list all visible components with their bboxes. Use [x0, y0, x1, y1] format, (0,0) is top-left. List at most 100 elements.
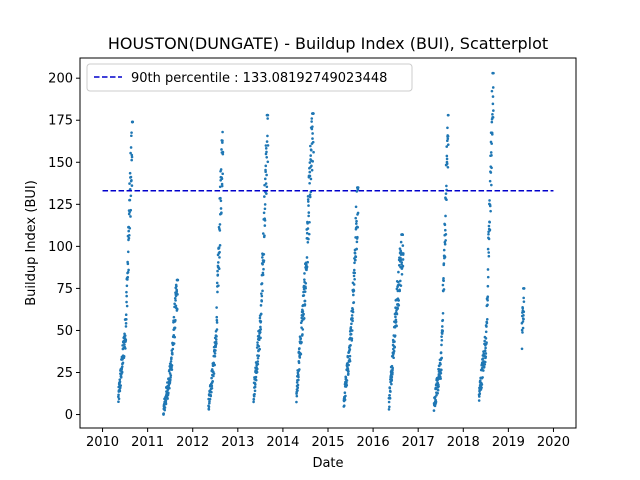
data-point — [297, 378, 300, 382]
data-point — [441, 325, 444, 328]
data-point — [477, 399, 481, 402]
data-point — [262, 211, 266, 215]
x-tick-label: 2018 — [447, 435, 480, 450]
data-point — [166, 397, 169, 400]
data-point — [170, 356, 173, 360]
data-point — [439, 371, 443, 375]
data-point — [210, 390, 213, 394]
data-point — [299, 352, 303, 356]
data-point — [486, 268, 490, 271]
data-point — [486, 284, 490, 288]
data-point — [396, 280, 400, 284]
data-point — [174, 318, 177, 322]
data-point — [218, 244, 222, 247]
data-point — [491, 86, 495, 89]
data-point — [215, 318, 219, 322]
data-point — [488, 228, 492, 232]
data-point — [266, 134, 269, 138]
data-point — [392, 356, 395, 360]
data-point — [262, 252, 266, 256]
data-point — [401, 233, 405, 237]
data-point — [490, 142, 493, 145]
data-point — [263, 183, 266, 187]
data-point — [395, 324, 398, 328]
data-point — [308, 193, 312, 197]
data-point — [440, 332, 444, 335]
data-point — [342, 404, 346, 408]
data-point — [253, 385, 257, 389]
data-point — [256, 341, 259, 344]
data-point — [307, 214, 310, 218]
data-point — [522, 317, 525, 321]
data-point — [521, 326, 525, 330]
data-point — [352, 274, 356, 278]
data-point — [296, 386, 300, 389]
data-point — [256, 356, 260, 360]
data-point — [350, 322, 353, 326]
data-point — [131, 120, 135, 124]
data-point — [220, 211, 223, 214]
data-point — [401, 264, 405, 268]
data-point — [129, 208, 133, 212]
data-point — [487, 251, 491, 254]
data-point — [348, 348, 352, 351]
data-point — [213, 352, 217, 355]
data-point — [212, 372, 216, 375]
data-point — [522, 296, 525, 300]
data-point — [312, 150, 315, 154]
data-point — [396, 307, 400, 310]
data-point — [446, 139, 449, 143]
data-point — [261, 273, 265, 277]
data-point — [311, 137, 314, 140]
data-point — [311, 125, 314, 128]
data-point — [296, 373, 300, 377]
data-point — [441, 283, 445, 287]
legend-box — [86, 63, 413, 92]
data-point — [490, 89, 494, 93]
data-point — [124, 338, 128, 342]
data-point — [346, 355, 350, 359]
data-point — [485, 341, 488, 344]
data-point — [123, 343, 126, 346]
data-point — [215, 321, 219, 324]
data-point — [477, 395, 481, 398]
data-point — [264, 170, 267, 173]
data-point — [397, 303, 401, 307]
data-point — [298, 356, 302, 359]
data-point — [308, 195, 312, 199]
data-point — [344, 376, 348, 380]
data-point — [310, 120, 313, 123]
data-point — [208, 400, 211, 403]
data-point — [167, 391, 170, 395]
data-point — [480, 383, 484, 386]
data-point — [127, 212, 131, 216]
data-point — [443, 242, 447, 246]
data-point — [492, 109, 495, 112]
data-point — [130, 178, 133, 182]
data-point — [446, 126, 449, 130]
data-point — [356, 225, 360, 229]
data-point — [353, 271, 357, 275]
data-point — [388, 405, 391, 409]
data-point — [445, 198, 448, 202]
data-point — [484, 352, 488, 355]
x-tick-label: 2017 — [402, 435, 435, 450]
data-point — [212, 374, 215, 378]
data-point — [118, 389, 122, 393]
data-point — [352, 289, 356, 293]
data-point — [210, 376, 213, 380]
data-point — [442, 248, 446, 252]
data-point — [120, 365, 124, 368]
x-tick-label: 2014 — [266, 435, 299, 450]
data-point — [220, 148, 223, 151]
data-point — [310, 168, 314, 172]
data-point — [207, 408, 211, 411]
data-point — [265, 140, 269, 143]
data-point — [124, 347, 127, 350]
data-point — [353, 277, 356, 281]
x-tick-label: 2010 — [86, 435, 119, 450]
data-point — [444, 214, 447, 218]
data-point — [445, 145, 449, 148]
data-point — [211, 380, 214, 383]
data-point — [252, 400, 255, 404]
